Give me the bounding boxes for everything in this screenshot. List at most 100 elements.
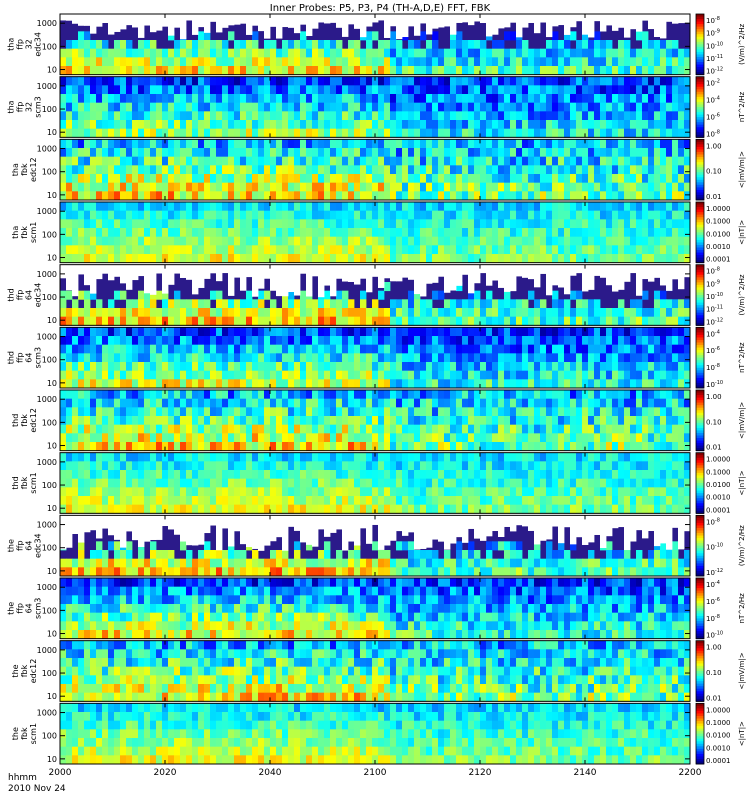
y-tick-label: 100 — [42, 606, 57, 615]
svg-text:tha: tha — [11, 163, 20, 176]
colorbar — [695, 514, 705, 577]
colorbar-tick-label: 0.0010 — [706, 243, 731, 251]
colorbar-label: <|nT|> — [738, 470, 746, 495]
colorbar-tick-label: 10-6 — [706, 346, 720, 355]
svg-text:32: 32 — [25, 102, 34, 112]
colorbar-tick-label: 0.0010 — [706, 744, 731, 752]
svg-text:fbk: fbk — [20, 226, 29, 239]
x-tick-label: 2000 — [49, 768, 72, 778]
y-axis-label: thd ffp 64 scm3 — [7, 347, 43, 368]
colorbar-label: <|nT|> — [738, 220, 746, 245]
y-axis-label: the ffp 64 edc34 — [7, 533, 43, 558]
colorbar-tick-label: 10-12 — [706, 317, 723, 326]
colorbar — [695, 640, 705, 702]
svg-text:thd: thd — [7, 288, 16, 301]
y-tick-label: 10 — [47, 128, 57, 137]
colorbar-tick-label: 1.00 — [706, 142, 722, 150]
spectrogram-panel: 10 100 1000 thd ffp 64 edc34 10-8 10-9 10-10 10-11… — [7, 264, 746, 326]
y-axis-label: the ffp 64 scm3 — [7, 598, 43, 619]
y-tick-label: 10 — [47, 191, 57, 200]
spectrogram-panel: 10 100 1000 the fbk edc12 1.00 0.10 0.01 <|mV/m|> — [11, 640, 746, 702]
colorbar-tick-label: 10-11 — [706, 305, 723, 314]
svg-text:ffp: ffp — [16, 352, 25, 363]
y-tick-label: 10 — [47, 692, 57, 701]
spectrogram-panel: 10 100 1000 tha fbk edc12 1.00 0.10 0.01 <|mV/m|> — [11, 138, 746, 201]
y-axis-label: thd ffp 64 edc34 — [7, 283, 43, 308]
colorbar-tick-label: 1.0000 — [706, 456, 731, 464]
colorbar — [695, 76, 705, 138]
colorbar-tick-label: 0.0001 — [706, 506, 731, 514]
y-tick-label: 1000 — [37, 458, 57, 467]
colorbar — [695, 452, 705, 514]
svg-text:ffp: ffp — [16, 39, 25, 50]
svg-text:scm1: scm1 — [29, 222, 38, 243]
svg-text:ffp: ffp — [16, 290, 25, 301]
colorbar-tick-label: 10-8 — [706, 129, 720, 138]
y-tick-label: 100 — [42, 293, 57, 302]
svg-text:32: 32 — [25, 39, 34, 49]
colorbar-label: nT^2/Hz — [738, 593, 746, 624]
y-tick-label: 1000 — [37, 521, 57, 530]
svg-text:64: 64 — [25, 290, 34, 300]
colorbar — [695, 138, 705, 201]
colorbar-tick-label: 0.01 — [706, 444, 722, 452]
y-tick-label: 10 — [47, 316, 57, 325]
y-tick-label: 10 — [47, 442, 57, 451]
y-tick-label: 100 — [42, 42, 57, 51]
colorbar — [695, 201, 705, 264]
colorbar-tick-label: 10-9 — [706, 29, 720, 38]
colorbar — [695, 702, 705, 765]
colorbar-tick-label: 10-4 — [706, 329, 720, 338]
svg-text:64: 64 — [25, 353, 34, 363]
y-tick-label: 10 — [47, 567, 57, 576]
y-tick-label: 10 — [47, 755, 57, 764]
colorbar-tick-label: 10-8 — [706, 517, 720, 526]
spectrogram-panel: 10 100 1000 thd fbk edc12 1.00 0.10 0.01 <|mV/m|> — [11, 389, 746, 452]
y-tick-label: 100 — [42, 105, 57, 114]
y-tick-label: 100 — [42, 168, 57, 177]
y-tick-label: 100 — [42, 230, 57, 239]
colorbar-tick-label: 10-10 — [706, 292, 723, 301]
colorbar-tick-label: 0.0001 — [706, 757, 731, 765]
colorbar-label: <|mV/m|> — [738, 402, 746, 439]
colorbar-tick-label: 0.10 — [706, 418, 722, 426]
x-axis: hhmm 2010 Nov 24 2000 2020 2040 2100 2120 214… — [8, 768, 702, 794]
y-tick-label: 1000 — [37, 270, 57, 279]
colorbar-tick-label: 10-8 — [706, 614, 720, 623]
colorbar-tick-label: 0.10 — [706, 669, 722, 677]
colorbar-tick-label: 10-8 — [706, 363, 720, 372]
spectrogram-panel: 10 100 1000 the fbk scm1 1.0000 0.1000 0.0100 0.0… — [11, 702, 746, 765]
svg-text:thd: thd — [7, 351, 16, 364]
colorbar-label: nT^2/Hz — [738, 342, 746, 373]
y-tick-label: 10 — [47, 630, 57, 639]
svg-text:ffp: ffp — [16, 102, 25, 113]
x-tick-label: 2140 — [574, 768, 597, 778]
svg-text:edc12: edc12 — [29, 157, 38, 182]
x-tick-label: 2200 — [679, 768, 702, 778]
colorbar-tick-label: 10-10 — [706, 631, 723, 640]
colorbar-tick-label: 10-11 — [706, 54, 723, 63]
colorbar-tick-label: 10-4 — [706, 580, 720, 589]
colorbar-tick-label: 0.0100 — [706, 732, 731, 740]
colorbar — [695, 264, 705, 326]
x-tick-label: 2120 — [469, 768, 492, 778]
colorbar — [695, 389, 705, 452]
spectrogram-panel: 10 100 1000 the ffp 64 edc34 10-8 10-10 10-12 (V/m… — [7, 514, 746, 577]
colorbar-tick-label: 1.0000 — [706, 205, 731, 213]
colorbar-tick-label: 0.1000 — [706, 719, 731, 727]
colorbar-label: (V/m)^2/Hz — [738, 525, 746, 566]
y-axis-label: the fbk scm1 — [11, 723, 38, 744]
y-tick-label: 1000 — [37, 145, 57, 154]
colorbar-label: <|nT|> — [738, 721, 746, 746]
colorbar-tick-label: 0.0100 — [706, 230, 731, 238]
y-tick-label: 1000 — [37, 82, 57, 91]
colorbar-tick-label: 0.0100 — [706, 481, 731, 489]
y-axis-label: tha fbk edc12 — [11, 157, 38, 182]
svg-text:fbk: fbk — [20, 163, 29, 176]
figure-title: Inner Probes: P5, P3, P4 (TH-A,D,E) FFT,… — [270, 3, 491, 14]
colorbar-tick-label: 0.1000 — [706, 218, 731, 226]
x-tick-label: 2040 — [259, 768, 282, 778]
y-tick-label: 1000 — [37, 333, 57, 342]
colorbar-tick-label: 0.10 — [706, 168, 722, 176]
y-tick-label: 100 — [42, 544, 57, 553]
